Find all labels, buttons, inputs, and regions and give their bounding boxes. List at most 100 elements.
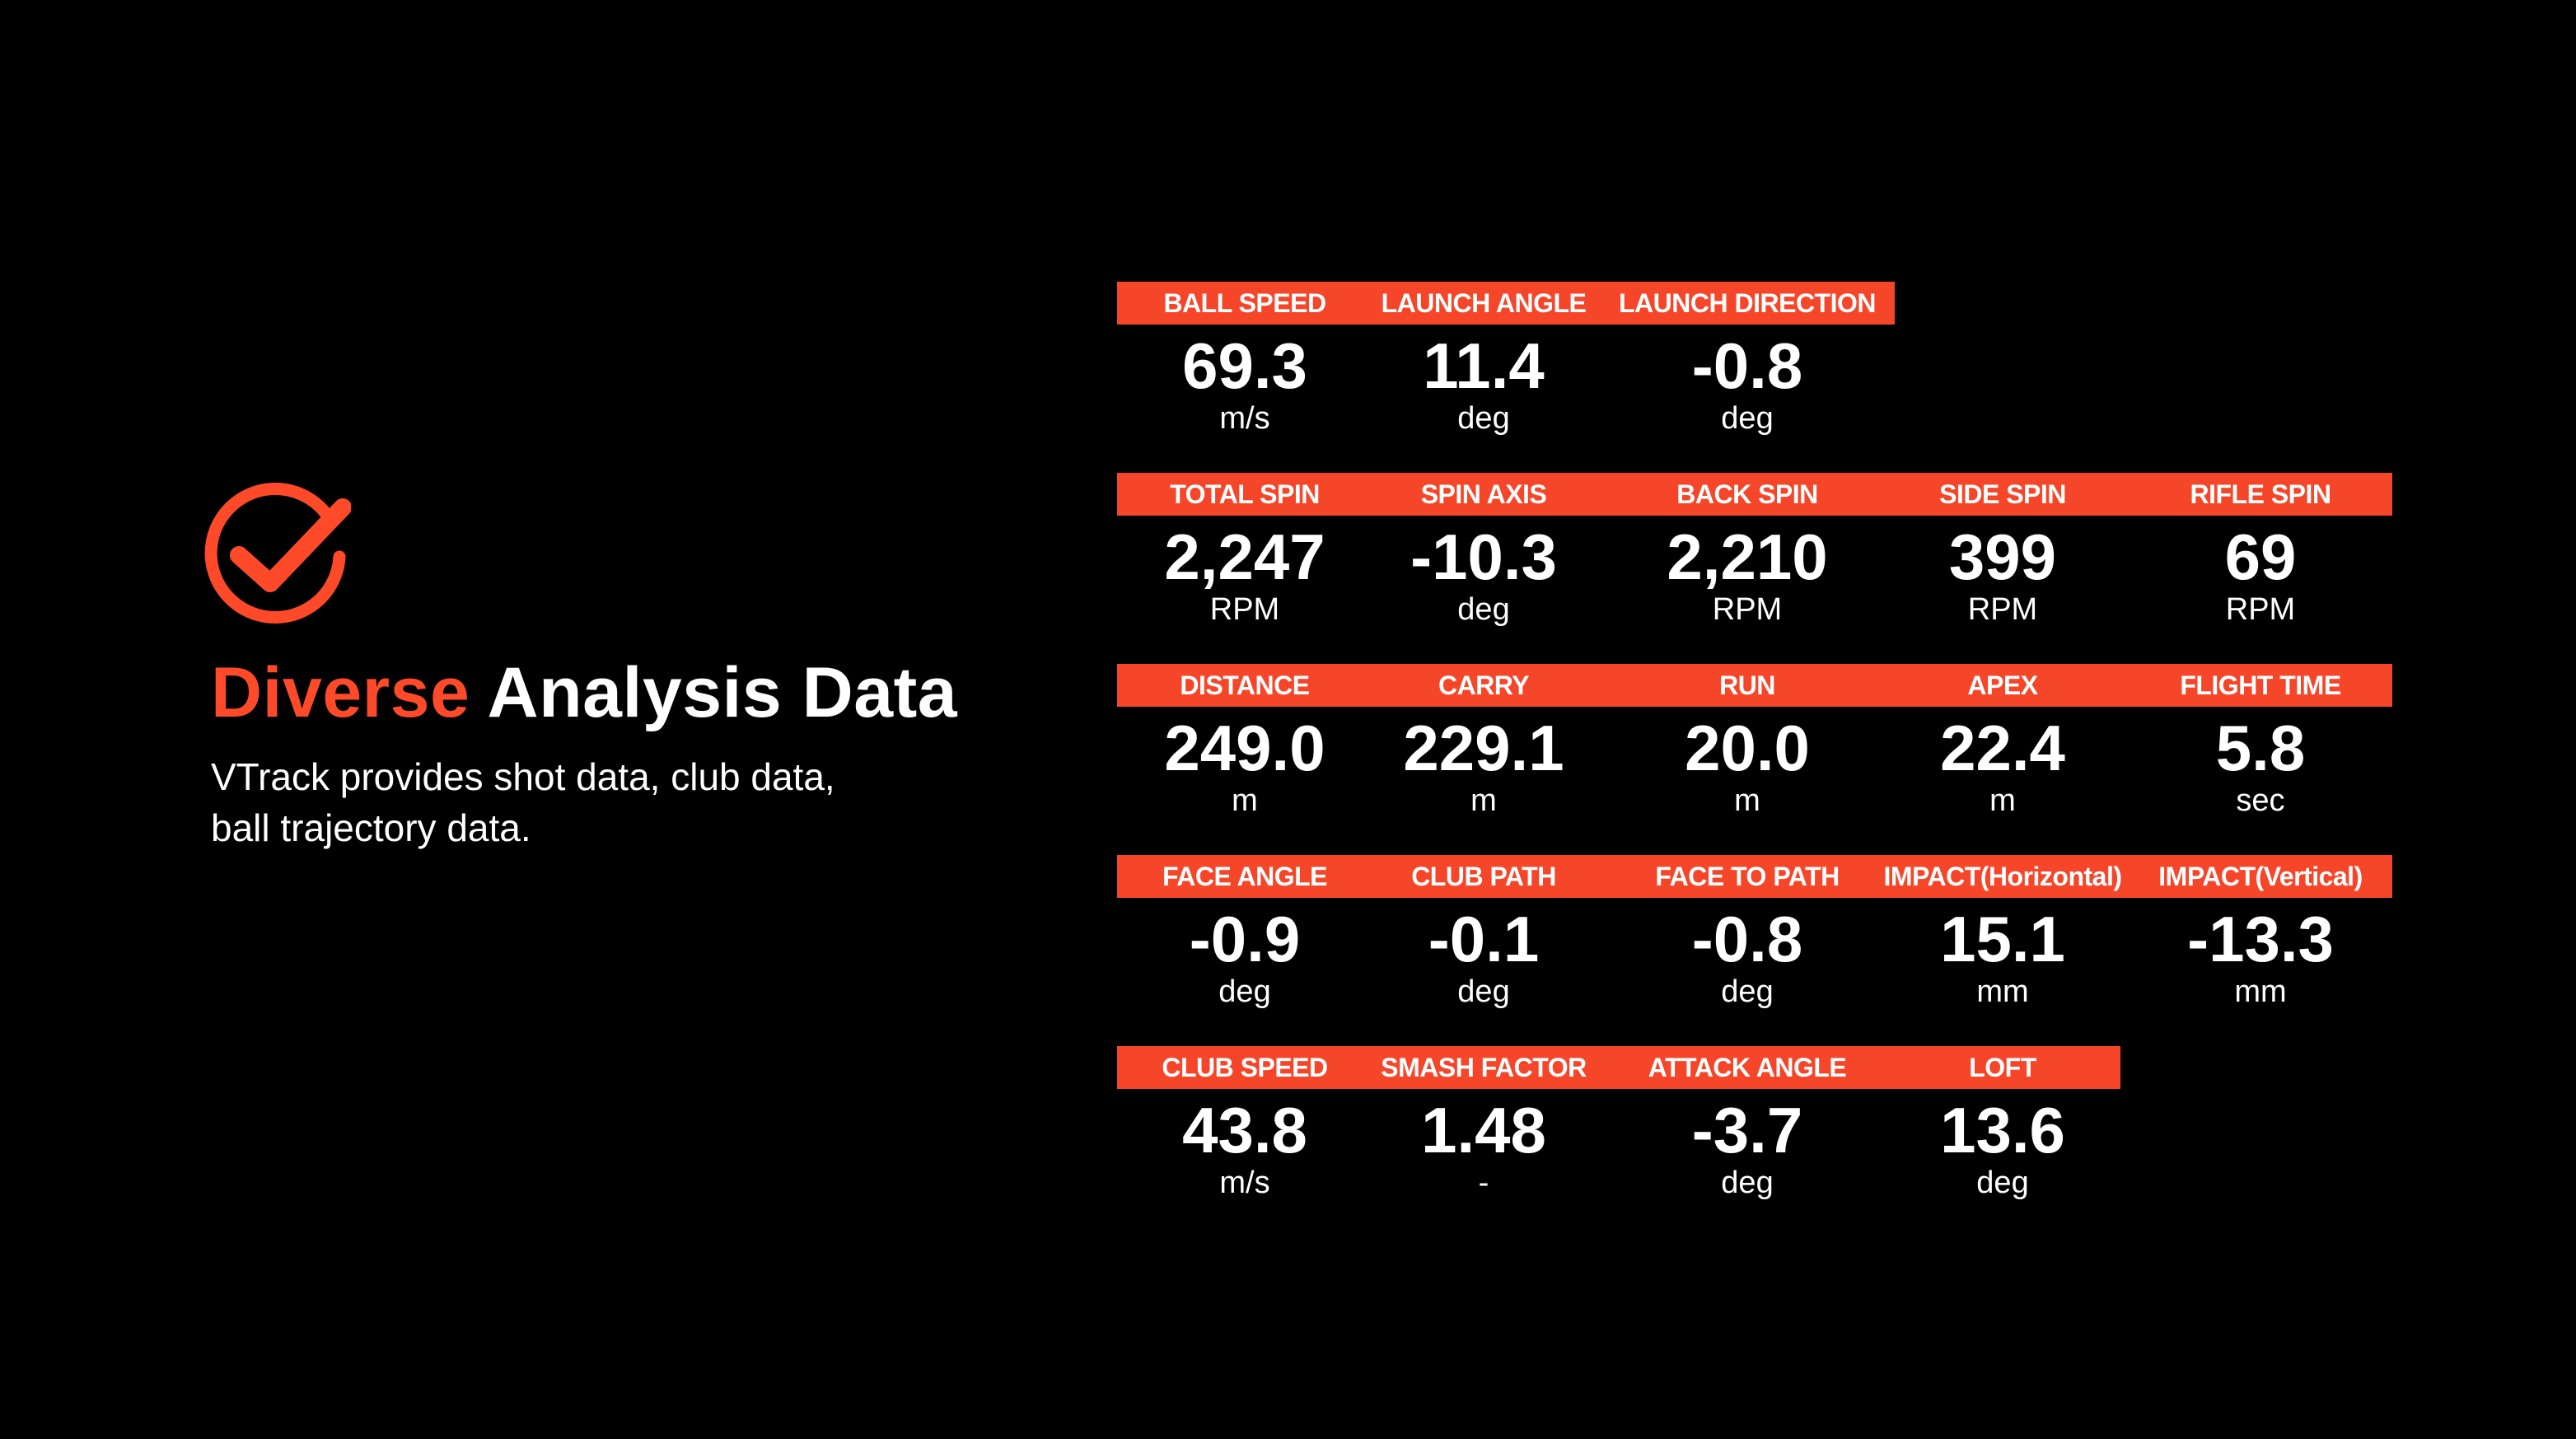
feature-description: VTrack provides shot data, club data, bal… xyxy=(211,751,936,853)
metric-total-spin: TOTAL SPIN 2,247 RPM xyxy=(1117,473,1372,664)
metric-label: SIDE SPIN xyxy=(1939,479,2066,509)
metric-flight-time: FLIGHT TIME 5.8 sec xyxy=(2133,664,2388,855)
metric-smash-factor: SMASH FACTOR 1.48 - xyxy=(1356,1046,1611,1237)
metric-unit: deg xyxy=(1721,401,1774,436)
metric-label: FLIGHT TIME xyxy=(2180,670,2341,700)
metric-unit: deg xyxy=(1721,974,1774,1009)
metric-unit: deg xyxy=(1218,974,1271,1009)
metric-unit: deg xyxy=(1457,401,1510,436)
feature-title-accent: Diverse xyxy=(211,653,470,732)
metric-unit: RPM xyxy=(2225,592,2296,627)
metric-label: CARRY xyxy=(1438,670,1530,700)
metric-value: 15.1 xyxy=(1940,903,2065,975)
metric-label: BACK SPIN xyxy=(1676,479,1818,509)
metric-label: IMPACT(Horizontal) xyxy=(1883,862,2122,891)
shot-data-panel: BALL SPEED 69.3 m/s LAUNCH ANGLE 11.4 de… xyxy=(1117,282,2392,1237)
metric-unit: deg xyxy=(1976,1166,2029,1200)
metric-value: -13.3 xyxy=(2187,903,2334,975)
feature-title: Diverse Analysis Data xyxy=(211,657,957,728)
metric-unit: - xyxy=(1478,1166,1489,1200)
metric-label: LAUNCH ANGLE xyxy=(1381,288,1587,318)
metric-value: 399 xyxy=(1948,521,2057,593)
metric-spin-axis: SPIN AXIS -10.3 deg xyxy=(1356,473,1611,664)
metric-label: CLUB SPEED xyxy=(1162,1053,1328,1082)
check-circle-icon xyxy=(204,483,351,624)
metric-value: 69.3 xyxy=(1182,329,1307,402)
metric-attack-angle: ATTACK ANGLE -3.7 deg xyxy=(1620,1046,1875,1237)
header-bar xyxy=(1117,282,1895,325)
metric-value: 22.4 xyxy=(1940,712,2065,784)
metric-impact-horizontal: IMPACT(Horizontal) 15.1 mm xyxy=(1875,855,2130,1046)
metric-label: CLUB PATH xyxy=(1411,862,1556,891)
metric-value: 11.4 xyxy=(1423,329,1545,402)
metric-value: -0.1 xyxy=(1428,903,1540,975)
metric-unit: m/s xyxy=(1219,401,1270,436)
metric-unit: deg xyxy=(1721,1166,1774,1200)
metric-value: 229.1 xyxy=(1403,712,1564,784)
metric-side-spin: SIDE SPIN 399 RPM xyxy=(1875,473,2130,664)
metric-unit: m xyxy=(1232,783,1258,818)
metric-unit: deg xyxy=(1457,974,1510,1009)
metric-apex: APEX 22.4 m xyxy=(1875,664,2130,855)
metric-value: 249.0 xyxy=(1164,712,1325,784)
metric-unit: deg xyxy=(1457,592,1510,627)
metric-unit: m/s xyxy=(1219,1166,1270,1200)
metric-club-speed: CLUB SPEED 43.8 m/s xyxy=(1117,1046,1372,1237)
data-row-spin: TOTAL SPIN 2,247 RPM SPIN AXIS -10.3 deg… xyxy=(1117,473,2392,664)
metric-face-to-path: FACE TO PATH -0.8 deg xyxy=(1620,855,1875,1046)
metric-value: 2,247 xyxy=(1164,521,1325,593)
metric-unit: RPM xyxy=(1209,592,1280,627)
header-bar xyxy=(1117,473,2392,516)
metric-label: DISTANCE xyxy=(1180,670,1310,700)
metric-label: TOTAL SPIN xyxy=(1170,479,1320,509)
metric-launch-direction: LAUNCH DIRECTION -0.8 deg xyxy=(1619,282,1876,473)
feature-description-line1: VTrack provides shot data, club data, xyxy=(211,755,835,798)
metric-value: -10.3 xyxy=(1410,521,1557,593)
metric-unit: RPM xyxy=(1967,592,2038,627)
metric-label: FACE TO PATH xyxy=(1655,862,1840,891)
metric-club-path: CLUB PATH -0.1 deg xyxy=(1356,855,1611,1046)
metric-label: FACE ANGLE xyxy=(1162,862,1328,891)
metric-label: APEX xyxy=(1967,670,2038,700)
metric-loft: LOFT 13.6 deg xyxy=(1875,1046,2130,1237)
header-bar xyxy=(1117,664,2392,707)
metric-label: BALL SPEED xyxy=(1163,288,1326,318)
metric-unit: m xyxy=(1470,783,1497,818)
metric-value: -3.7 xyxy=(1691,1094,1803,1166)
metric-value: 1.48 xyxy=(1421,1094,1546,1166)
metric-value: 13.6 xyxy=(1940,1094,2065,1166)
metric-value: 43.8 xyxy=(1182,1094,1307,1166)
data-row-club-face: FACE ANGLE -0.9 deg CLUB PATH -0.1 deg F… xyxy=(1117,855,2392,1046)
metric-value: 69 xyxy=(2224,521,2297,593)
data-row-distance: DISTANCE 249.0 m CARRY 229.1 m RUN 20.0 … xyxy=(1117,664,2392,855)
metric-value: -0.9 xyxy=(1189,903,1301,975)
feature-description-line2: ball trajectory data. xyxy=(211,806,531,849)
metric-label: RIFLE SPIN xyxy=(2190,479,2331,509)
metric-rifle-spin: RIFLE SPIN 69 RPM xyxy=(2133,473,2388,664)
metric-impact-vertical: IMPACT(Vertical) -13.3 mm xyxy=(2133,855,2388,1046)
metric-face-angle: FACE ANGLE -0.9 deg xyxy=(1117,855,1372,1046)
metric-label: LAUNCH DIRECTION xyxy=(1619,288,1876,318)
header-bar xyxy=(1117,855,2392,898)
metric-label: SPIN AXIS xyxy=(1420,479,1547,509)
data-row-ball-launch: BALL SPEED 69.3 m/s LAUNCH ANGLE 11.4 de… xyxy=(1117,282,2392,473)
metric-label: LOFT xyxy=(1969,1053,2036,1082)
metric-unit: RPM xyxy=(1712,592,1783,627)
metric-unit: mm xyxy=(1976,974,2029,1009)
metric-unit: sec xyxy=(2236,783,2285,818)
metric-run: RUN 20.0 m xyxy=(1620,664,1875,855)
feature-title-rest: Analysis Data xyxy=(487,653,958,732)
metric-carry: CARRY 229.1 m xyxy=(1356,664,1611,855)
metric-label: SMASH FACTOR xyxy=(1381,1053,1587,1082)
metric-value: -0.8 xyxy=(1691,903,1803,975)
metric-unit: mm xyxy=(2234,974,2287,1009)
metric-label: RUN xyxy=(1719,670,1775,700)
metric-label: IMPACT(Vertical) xyxy=(2158,862,2363,891)
metric-back-spin: BACK SPIN 2,210 RPM xyxy=(1620,473,1875,664)
metric-value: 20.0 xyxy=(1685,712,1810,784)
header-bar xyxy=(1117,1046,2120,1089)
metric-value: 2,210 xyxy=(1667,521,1828,593)
metric-launch-angle: LAUNCH ANGLE 11.4 deg xyxy=(1356,282,1611,473)
metric-value: -0.8 xyxy=(1691,329,1803,402)
data-row-club-speed: CLUB SPEED 43.8 m/s SMASH FACTOR 1.48 - … xyxy=(1117,1046,2392,1237)
